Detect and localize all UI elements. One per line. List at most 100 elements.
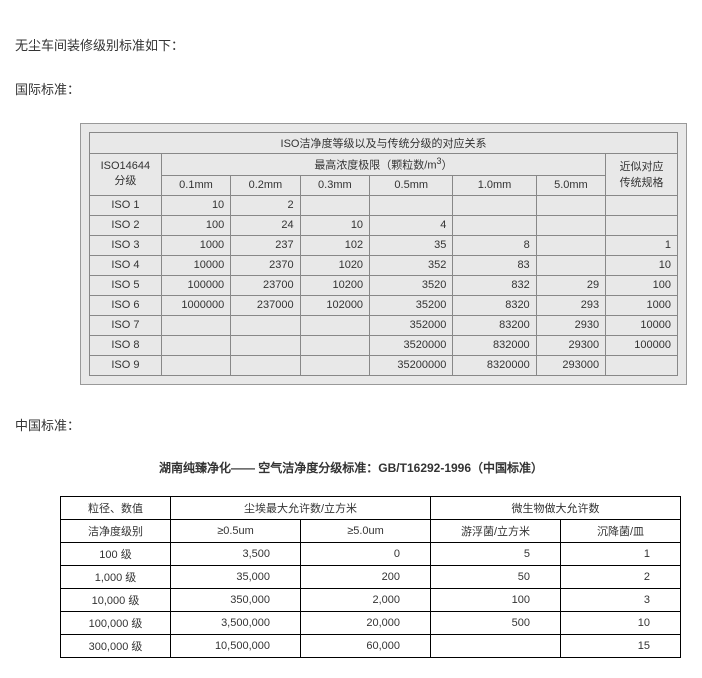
tbl1-cell: 35200 <box>370 295 453 315</box>
tbl1-cell: 35200000 <box>370 355 453 375</box>
hdr-clean: 洁净度级别 <box>61 519 171 542</box>
tbl2-cell: 35,000 <box>171 565 301 588</box>
tbl2-cell: 2 <box>561 565 681 588</box>
tbl1-cell: 3520000 <box>370 335 453 355</box>
tbl1-cell: 2370 <box>231 255 300 275</box>
tbl2-cell: 3,500,000 <box>171 611 301 634</box>
tbl1-cell <box>300 355 369 375</box>
tbl2-subcol-3: 沉降菌/皿 <box>561 519 681 542</box>
tbl2-row-label: 10,000 级 <box>61 588 171 611</box>
tbl1-cell <box>231 335 300 355</box>
tbl1-col-3: 0.5mm <box>370 175 453 195</box>
hdr-dust: 尘埃最大允许数/立方米 <box>171 496 431 519</box>
table2-container: 粒径、数值 尘埃最大允许数/立方米 微生物做大允许数 洁净度级别 ≥0.5um≥… <box>60 496 687 658</box>
tbl1-cell: 8 <box>453 235 536 255</box>
tbl1-cell <box>231 315 300 335</box>
tbl2-cell: 50 <box>431 565 561 588</box>
tbl1-trad-cell <box>606 215 678 235</box>
iso-label: ISO 7 <box>90 315 162 335</box>
tbl1-cell: 2 <box>231 195 300 215</box>
tbl1-cell: 4 <box>370 215 453 235</box>
iso-label: ISO 6 <box>90 295 162 315</box>
tbl1-cell: 102000 <box>300 295 369 315</box>
tbl1-cell <box>300 335 369 355</box>
tbl1-cell <box>300 315 369 335</box>
tbl1-cell <box>231 355 300 375</box>
tbl1-cell: 293 <box>536 295 605 315</box>
gb-table: 粒径、数值 尘埃最大允许数/立方米 微生物做大允许数 洁净度级别 ≥0.5um≥… <box>60 496 681 658</box>
tbl1-cell: 10 <box>300 215 369 235</box>
tbl1-trad-cell <box>606 355 678 375</box>
tbl1-cell: 102 <box>300 235 369 255</box>
tbl2-subcol-1: ≥5.0um <box>301 519 431 542</box>
hdr-trad: 近似对应传统规格 <box>606 154 678 196</box>
hdr-iso: ISO14644分级 <box>90 154 162 196</box>
tbl2-row-label: 100 级 <box>61 542 171 565</box>
tbl2-cell: 350,000 <box>171 588 301 611</box>
tbl1-trad-cell: 10 <box>606 255 678 275</box>
tbl1-cell <box>536 235 605 255</box>
tbl2-row-label: 1,000 级 <box>61 565 171 588</box>
tbl2-cell: 500 <box>431 611 561 634</box>
table2-title: 湖南纯臻净化—— 空气洁净度分级标准：GB/T16292-1996（中国标准） <box>15 459 687 476</box>
hdr-particle: 粒径、数值 <box>61 496 171 519</box>
tbl1-cell: 1020 <box>300 255 369 275</box>
tbl1-cell: 8320000 <box>453 355 536 375</box>
section1-label: 国际标准： <box>15 79 687 98</box>
tbl1-cell: 10200 <box>300 275 369 295</box>
tbl1-cell <box>536 215 605 235</box>
tbl1-title: ISO洁净度等级以及与传统分级的对应关系 <box>90 133 678 154</box>
hdr-limit: 最高浓度极限（颗粒数/m3） <box>161 154 605 176</box>
tbl1-cell: 293000 <box>536 355 605 375</box>
tbl1-cell: 8320 <box>453 295 536 315</box>
iso-label: ISO 9 <box>90 355 162 375</box>
tbl1-cell: 1000000 <box>161 295 230 315</box>
tbl1-trad-cell: 100 <box>606 275 678 295</box>
tbl1-trad-cell: 1000 <box>606 295 678 315</box>
tbl1-col-0: 0.1mm <box>161 175 230 195</box>
tbl1-cell: 29 <box>536 275 605 295</box>
tbl1-cell <box>161 335 230 355</box>
tbl2-cell: 2,000 <box>301 588 431 611</box>
tbl1-cell <box>453 195 536 215</box>
tbl2-row-label: 100,000 级 <box>61 611 171 634</box>
tbl1-cell: 3520 <box>370 275 453 295</box>
tbl1-cell <box>161 355 230 375</box>
tbl1-cell: 23700 <box>231 275 300 295</box>
tbl2-cell: 10 <box>561 611 681 634</box>
tbl1-cell: 10 <box>161 195 230 215</box>
tbl1-cell <box>370 195 453 215</box>
tbl1-cell <box>536 195 605 215</box>
tbl1-cell <box>536 255 605 275</box>
tbl2-cell: 20,000 <box>301 611 431 634</box>
tbl2-cell: 3,500 <box>171 542 301 565</box>
tbl1-trad-cell <box>606 195 678 215</box>
iso-label: ISO 1 <box>90 195 162 215</box>
tbl2-cell: 3 <box>561 588 681 611</box>
tbl1-cell: 24 <box>231 215 300 235</box>
tbl1-cell: 100000 <box>161 275 230 295</box>
tbl1-cell: 1000 <box>161 235 230 255</box>
tbl1-col-5: 5.0mm <box>536 175 605 195</box>
tbl2-cell: 0 <box>301 542 431 565</box>
tbl1-cell: 832000 <box>453 335 536 355</box>
iso-label: ISO 2 <box>90 215 162 235</box>
tbl1-trad-cell: 100000 <box>606 335 678 355</box>
tbl1-cell: 29300 <box>536 335 605 355</box>
tbl1-cell: 2930 <box>536 315 605 335</box>
section2-label: 中国标准： <box>15 415 687 434</box>
tbl1-cell: 83200 <box>453 315 536 335</box>
tbl1-cell: 832 <box>453 275 536 295</box>
tbl2-cell: 200 <box>301 565 431 588</box>
tbl1-cell: 237000 <box>231 295 300 315</box>
tbl1-col-4: 1.0mm <box>453 175 536 195</box>
iso-label: ISO 5 <box>90 275 162 295</box>
tbl1-cell: 237 <box>231 235 300 255</box>
iso-label: ISO 3 <box>90 235 162 255</box>
tbl2-subcol-2: 游浮菌/立方米 <box>431 519 561 542</box>
tbl1-cell <box>300 195 369 215</box>
tbl2-cell: 100 <box>431 588 561 611</box>
iso-table: ISO洁净度等级以及与传统分级的对应关系 ISO14644分级 最高浓度极限（颗… <box>89 132 678 376</box>
tbl1-col-1: 0.2mm <box>231 175 300 195</box>
tbl1-trad-cell: 10000 <box>606 315 678 335</box>
